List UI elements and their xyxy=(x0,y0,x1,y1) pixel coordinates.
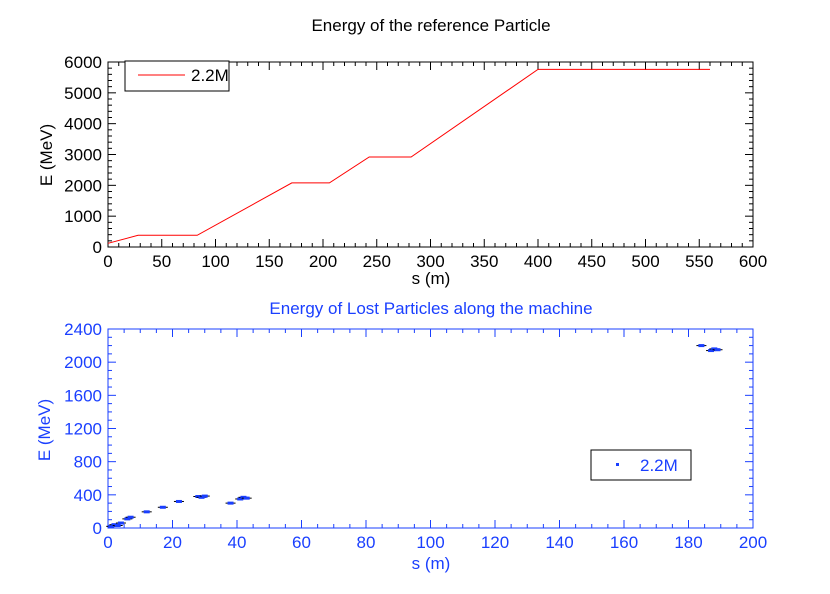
x-tick-label: 350 xyxy=(470,252,498,271)
x-tick-label: 100 xyxy=(201,252,229,271)
y-tick-label: 6000 xyxy=(64,53,102,72)
y-tick-label: 2000 xyxy=(64,176,102,195)
x-axis-label: s (m) xyxy=(412,554,451,573)
x-tick-label: 0 xyxy=(103,252,112,271)
legend-box xyxy=(590,449,692,481)
x-tick-label: 160 xyxy=(610,533,638,552)
data-point xyxy=(198,495,205,499)
x-tick-label: 80 xyxy=(357,533,376,552)
y-tick-label: 2000 xyxy=(64,353,102,372)
data-point xyxy=(698,344,705,348)
x-tick-label: 60 xyxy=(292,533,311,552)
plot-frame xyxy=(107,61,754,248)
data-point xyxy=(243,496,250,500)
y-tick-label: 5000 xyxy=(64,84,102,103)
data-point xyxy=(711,347,718,351)
y-tick-label: 1000 xyxy=(64,207,102,226)
data-point xyxy=(108,524,115,528)
chart-title: Energy of Lost Particles along the machi… xyxy=(269,299,592,318)
x-tick-label: 40 xyxy=(228,533,247,552)
x-tick-label: 150 xyxy=(255,252,283,271)
x-tick-label: 200 xyxy=(309,252,337,271)
x-tick-labels: 0 20 40 60 80 100 120 140 160 180 200 xyxy=(103,533,767,552)
data-point xyxy=(227,501,234,505)
x-tick-label: 140 xyxy=(545,533,573,552)
y-tick-label: 2400 xyxy=(64,320,102,339)
data-point xyxy=(127,515,134,519)
legend: 2.2M xyxy=(590,449,692,481)
x-tick-labels: 0 50 100 150 200 250 300 350 400 450 500 550 600 xyxy=(103,252,767,271)
data-point xyxy=(195,494,202,498)
y-tick-labels: 0 400 800 1200 1600 2000 2400 xyxy=(64,320,102,538)
y-tick-labels: 0 1000 2000 3000 4000 5000 6000 xyxy=(64,53,102,257)
y-tick-label: 4000 xyxy=(64,115,102,134)
data-point xyxy=(117,521,124,525)
x-tick-label: 180 xyxy=(674,533,702,552)
x-tick-label: 100 xyxy=(416,533,444,552)
y-tick-label: 800 xyxy=(74,453,102,472)
data-point xyxy=(159,505,166,509)
legend-point-swatch xyxy=(616,463,619,466)
chart-title: Energy of the reference Particle xyxy=(311,16,550,35)
reference-energy-chart: Energy of the reference Particle 0 50 100 1… xyxy=(37,16,767,288)
y-axis-label: E (MeV) xyxy=(37,124,56,186)
x-tick-label: 200 xyxy=(739,533,767,552)
y-tick-label: 3000 xyxy=(64,146,102,165)
y-tick-label: 0 xyxy=(93,238,102,257)
data-point xyxy=(124,517,131,521)
tick-marks xyxy=(107,328,754,529)
data-point xyxy=(201,494,208,498)
x-tick-label: 600 xyxy=(739,252,767,271)
data-point xyxy=(175,499,182,503)
x-tick-label: 50 xyxy=(152,252,171,271)
data-point xyxy=(714,348,721,352)
y-tick-label: 400 xyxy=(74,486,102,505)
x-tick-label: 550 xyxy=(685,252,713,271)
x-tick-label: 450 xyxy=(578,252,606,271)
plot-frame xyxy=(107,328,754,529)
lost-particles-chart: Energy of Lost Particles along the machi… xyxy=(35,299,767,573)
data-series xyxy=(107,68,710,244)
data-point xyxy=(240,495,247,499)
y-axis-label: E (MeV) xyxy=(35,399,54,461)
y-tick-label: 1200 xyxy=(64,420,102,439)
data-series xyxy=(106,344,723,528)
x-tick-label: 500 xyxy=(631,252,659,271)
x-tick-label: 300 xyxy=(416,252,444,271)
data-point xyxy=(708,349,715,353)
y-tick-label: 0 xyxy=(93,519,102,538)
series-line xyxy=(107,68,710,244)
x-tick-label: 120 xyxy=(481,533,509,552)
x-tick-label: 250 xyxy=(363,252,391,271)
legend-label: 2.2M xyxy=(640,456,678,475)
data-point xyxy=(143,510,150,514)
legend-label: 2.2M xyxy=(191,66,229,85)
x-tick-label: 400 xyxy=(524,252,552,271)
x-axis-label: s (m) xyxy=(412,269,451,288)
x-tick-label: 20 xyxy=(163,533,182,552)
data-point xyxy=(111,523,118,527)
data-point xyxy=(114,524,121,528)
data-point xyxy=(237,497,244,501)
x-tick-label: 0 xyxy=(103,533,112,552)
legend-box xyxy=(124,60,230,92)
legend: 2.2M xyxy=(124,60,230,92)
y-tick-label: 1600 xyxy=(64,386,102,405)
